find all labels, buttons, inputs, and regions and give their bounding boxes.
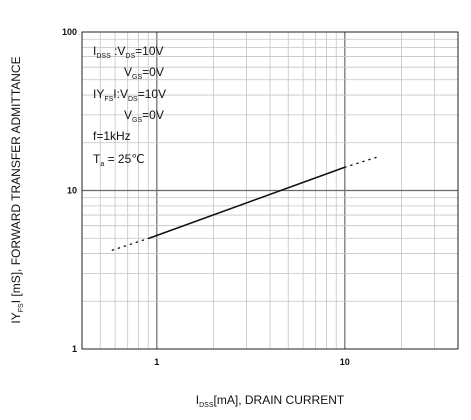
annotation-line: IYFSI:VDS=10V bbox=[93, 87, 166, 103]
series-layer bbox=[111, 155, 382, 251]
y-tick-label: 1 bbox=[72, 344, 77, 354]
x-tick-label: 10 bbox=[340, 357, 350, 367]
x-axis-title: IDSS[mA], DRAIN CURRENT bbox=[196, 393, 345, 409]
annotation-line: IDSS :VDS=10V bbox=[93, 44, 164, 60]
annotation-line: f=1kHz bbox=[93, 129, 131, 143]
y-tick-label: 10 bbox=[67, 186, 77, 196]
annotation-line: Ta = 25℃ bbox=[93, 152, 145, 168]
tick-labels: 1 10 1 10 100 bbox=[62, 27, 350, 367]
y-axis-title: IYFSI [mS], FORWARD TRANSFER ADMITTANCE bbox=[9, 56, 25, 323]
grid bbox=[82, 32, 458, 349]
series-line-extrapolated bbox=[344, 155, 382, 168]
plot-frame bbox=[81, 31, 459, 350]
annotation-line: VGS=0V bbox=[124, 108, 164, 124]
series-line-extrapolated bbox=[111, 237, 150, 251]
x-tick-label: 1 bbox=[154, 357, 159, 367]
annotation-line: VGS=0V bbox=[124, 65, 164, 81]
annotation-block: IDSS :VDS=10V VGS=0V IYFSI:VDS=10V VGS=0V f=… bbox=[93, 44, 166, 168]
y-tick-label: 100 bbox=[62, 27, 77, 37]
series-line-measured bbox=[148, 166, 346, 239]
